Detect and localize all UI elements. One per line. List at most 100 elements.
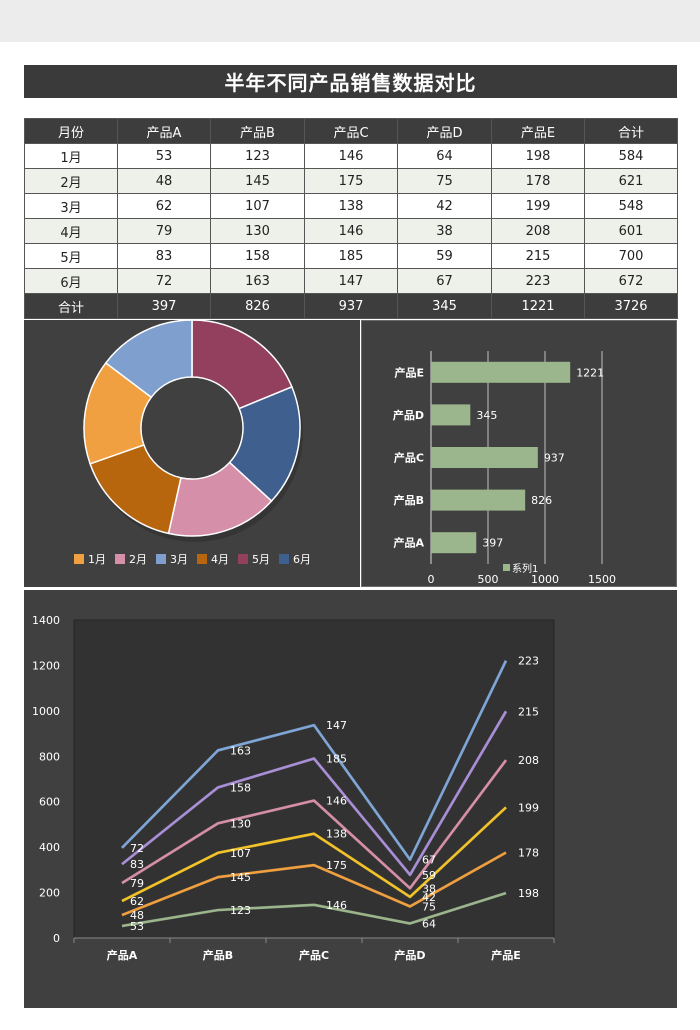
series-line	[121, 806, 507, 903]
legend-label: 6月	[293, 553, 311, 566]
legend-label: 2月	[129, 553, 147, 566]
legend-swatch	[279, 554, 289, 564]
table-cell: 178	[491, 168, 585, 194]
x-tick-label: 产品C	[299, 948, 329, 962]
y-tick-label: 产品E	[394, 365, 424, 379]
table-cell: 548	[584, 193, 678, 219]
table-cell: 2月	[24, 168, 118, 194]
donut-slice	[104, 319, 193, 399]
y-tick-label: 1200	[32, 659, 60, 672]
bar	[431, 404, 471, 426]
total-cell: 826	[210, 293, 305, 319]
table-cell: 79	[117, 218, 211, 244]
legend-swatch	[197, 554, 207, 564]
y-tick-label: 产品C	[394, 451, 424, 465]
line-chart: 0 200 400 600 800 1000 1200 1400 产品A 产品B 产品C 产品D 产品E…	[32, 614, 555, 962]
table-row: 4月 79 130 146 38 208 601	[24, 218, 678, 244]
data-label: 107	[230, 847, 251, 860]
table-cell: 4月	[24, 218, 118, 244]
data-label: 215	[518, 705, 539, 718]
total-cell: 937	[304, 293, 398, 319]
table-cell: 199	[491, 193, 585, 219]
table-cell: 48	[117, 168, 211, 194]
table-cell: 601	[584, 218, 678, 244]
sales-table: 月份 产品A 产品B 产品C 产品D 产品E 合计 1月 53 123 146 …	[24, 118, 678, 319]
table-cell: 163	[210, 268, 305, 294]
table-row: 2月 48 145 175 75 178 621	[24, 168, 678, 194]
header-product-b: 产品B	[210, 118, 305, 144]
table-cell: 672	[584, 268, 678, 294]
table-total-row: 合计 397 826 937 345 1221 3726	[24, 293, 678, 319]
data-label: 146	[326, 899, 347, 912]
table-row: 3月 62 107 138 42 199 548	[24, 193, 678, 219]
table-cell: 6月	[24, 268, 118, 294]
data-label: 397	[482, 537, 503, 550]
table-cell: 1月	[24, 143, 118, 169]
data-label: 345	[476, 409, 497, 422]
table-cell: 198	[491, 143, 585, 169]
table-cell: 138	[304, 193, 398, 219]
y-tick-label: 1000	[32, 705, 60, 718]
table-cell: 67	[397, 268, 492, 294]
y-tick-label: 600	[39, 796, 60, 809]
series-line	[121, 710, 508, 877]
legend-label: 4月	[211, 553, 229, 566]
x-tick-label: 产品E	[491, 948, 521, 962]
y-tick-label: 产品A	[393, 536, 424, 550]
data-label: 72	[130, 842, 144, 855]
data-label: 48	[130, 909, 144, 922]
data-label: 53	[130, 920, 144, 933]
table-cell: 145	[210, 168, 305, 194]
donut-hole	[142, 378, 242, 478]
data-label: 138	[326, 828, 347, 841]
line-chart-panel: 0 200 400 600 800 1000 1200 1400 产品A 产品B 产品C 产品D 产品E…	[24, 590, 677, 1008]
total-cell: 1221	[491, 293, 585, 319]
donut-chart-panel: 1月 2月 3月 4月 5月 6月	[24, 319, 360, 587]
data-label: 130	[230, 817, 251, 830]
legend-label: 系列1	[512, 562, 538, 575]
header-product-c: 产品C	[304, 118, 398, 144]
total-cell: 397	[117, 293, 211, 319]
table-cell: 53	[117, 143, 211, 169]
series-line	[121, 851, 507, 917]
bar-chart-panel: 0 500 1000 1500 产品E 1221 产品D 345 产品C 937 产品B 826 产品A…	[361, 320, 677, 587]
table-cell: 59	[397, 243, 492, 269]
y-tick-label: 0	[53, 932, 60, 945]
table-cell: 107	[210, 193, 305, 219]
bar-chart: 0 500 1000 1500 产品E 1221 产品D 345 产品C 937 产品B 826 产品A…	[393, 351, 616, 586]
table-cell: 223	[491, 268, 585, 294]
donut-slice	[167, 461, 273, 537]
x-tick-label: 产品B	[203, 948, 233, 962]
data-label: 208	[518, 754, 539, 767]
table-cell: 215	[491, 243, 585, 269]
data-label: 826	[531, 494, 552, 507]
data-label: 75	[422, 900, 436, 913]
table-cell: 62	[117, 193, 211, 219]
table-cell: 83	[117, 243, 211, 269]
table-cell: 130	[210, 218, 305, 244]
table-cell: 700	[584, 243, 678, 269]
data-label: 38	[422, 882, 436, 895]
table-cell: 75	[397, 168, 492, 194]
legend-swatch	[156, 554, 166, 564]
table-row: 5月 83 158 185 59 215 700	[24, 243, 678, 269]
table-cell: 5月	[24, 243, 118, 269]
table-cell: 42	[397, 193, 492, 219]
table-cell: 147	[304, 268, 398, 294]
bar	[431, 361, 571, 383]
table-cell: 3月	[24, 193, 118, 219]
x-tick-label: 产品A	[107, 948, 138, 962]
data-label: 62	[130, 895, 144, 908]
data-label: 158	[230, 781, 251, 794]
x-tick-label: 0	[428, 573, 435, 586]
header-month: 月份	[24, 118, 118, 144]
table-cell: 38	[397, 218, 492, 244]
donut-slice	[228, 385, 301, 503]
data-label: 59	[422, 869, 436, 882]
data-label: 1221	[576, 366, 604, 379]
header-product-d: 产品D	[397, 118, 492, 144]
total-cell: 3726	[584, 293, 678, 319]
legend-label: 5月	[252, 553, 270, 566]
table-cell: 621	[584, 168, 678, 194]
legend-swatch	[74, 554, 84, 564]
